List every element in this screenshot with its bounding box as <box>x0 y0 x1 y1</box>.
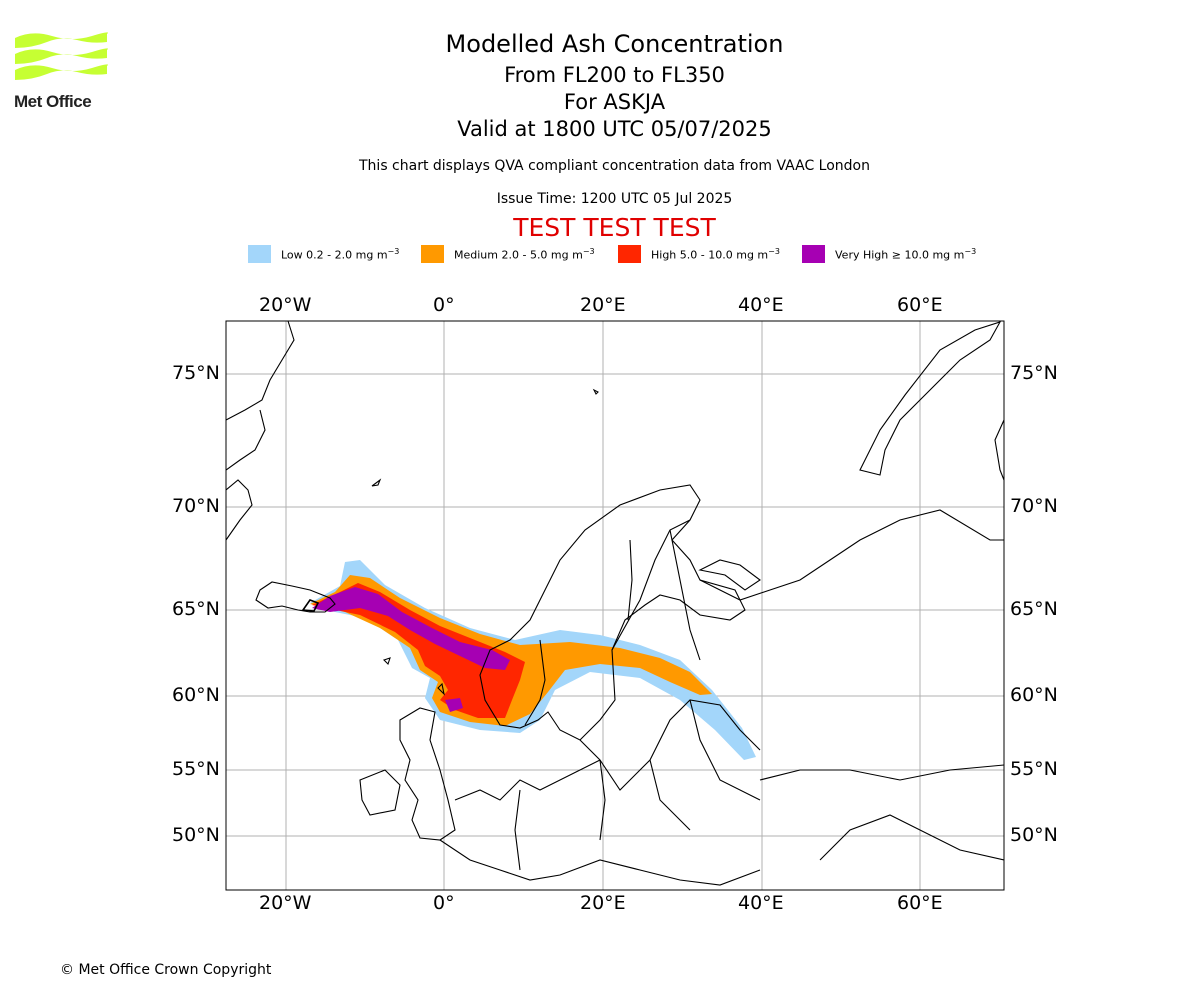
lat-label-right-55n: 55°N <box>1010 758 1058 780</box>
copyright-notice: © Met Office Crown Copyright <box>60 962 272 978</box>
legend-swatch-low <box>248 245 271 263</box>
lon-label-bottom-40e: 40°E <box>738 892 784 914</box>
ash-very-high-patch <box>445 698 463 712</box>
lat-label-left-50n: 50°N <box>172 824 220 846</box>
lon-label-top-0: 0° <box>433 294 455 316</box>
lat-label-left-55n: 55°N <box>172 758 220 780</box>
volcano-marker <box>301 599 320 612</box>
legend-item-high: High 5.0 - 10.0 mg m−3 <box>618 244 780 264</box>
coastlines <box>226 321 1004 886</box>
lon-label-top-20w: 20°W <box>259 294 312 316</box>
legend-label-medium: Medium 2.0 - 5.0 mg m−3 <box>454 246 595 262</box>
lon-label-top-20e: 20°E <box>580 294 626 316</box>
legend-item-medium: Medium 2.0 - 5.0 mg m−3 <box>421 244 595 264</box>
met-office-logo-text: Met Office <box>14 92 92 111</box>
legend-label-low: Low 0.2 - 2.0 mg m−3 <box>281 246 400 262</box>
lon-label-bottom-20e: 20°E <box>580 892 626 914</box>
lat-label-right-50n: 50°N <box>1010 824 1058 846</box>
data-note: This chart displays QVA compliant concen… <box>359 158 870 174</box>
legend-item-very-high: Very High ≥ 10.0 mg m−3 <box>802 244 976 264</box>
legend-swatch-high <box>618 245 641 263</box>
legend-swatch-medium <box>421 245 444 263</box>
lon-label-bottom-0: 0° <box>433 892 455 914</box>
chart-title: Modelled Ash Concentration <box>445 30 784 58</box>
flight-level-range: From FL200 to FL350 <box>504 63 725 87</box>
lon-label-bottom-60e: 60°E <box>897 892 943 914</box>
map-frame <box>225 320 1005 891</box>
legend-swatch-very-high <box>802 245 825 263</box>
volcano-name: For ASKJA <box>563 90 666 114</box>
valid-time: Valid at 1800 UTC 05/07/2025 <box>457 117 772 141</box>
issue-time: Issue Time: 1200 UTC 05 Jul 2025 <box>496 191 733 207</box>
met-office-logo <box>15 32 108 80</box>
lon-label-top-40e: 40°E <box>738 294 784 316</box>
legend-item-low: Low 0.2 - 2.0 mg m−3 <box>248 244 399 264</box>
lat-label-left-60n: 60°N <box>172 684 220 706</box>
test-banner: TEST TEST TEST <box>513 213 716 242</box>
lat-label-right-75n: 75°N <box>1010 362 1058 384</box>
lat-label-left-70n: 70°N <box>172 495 220 517</box>
lat-label-right-60n: 60°N <box>1010 684 1058 706</box>
legend-label-very-high: Very High ≥ 10.0 mg m−3 <box>835 246 977 262</box>
lat-label-left-75n: 75°N <box>172 362 220 384</box>
lon-label-bottom-20w: 20°W <box>259 892 312 914</box>
legend-label-high: High 5.0 - 10.0 mg m−3 <box>651 246 780 262</box>
lat-label-right-65n: 65°N <box>1010 598 1058 620</box>
lon-label-top-60e: 60°E <box>897 294 943 316</box>
lat-label-left-65n: 65°N <box>172 598 220 620</box>
ash-very-high-area <box>312 587 510 670</box>
ash-high-area <box>312 583 525 718</box>
lat-label-right-70n: 70°N <box>1010 495 1058 517</box>
